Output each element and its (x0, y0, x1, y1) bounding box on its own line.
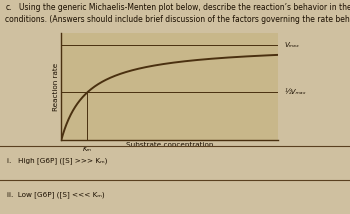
Text: c.: c. (5, 3, 12, 12)
X-axis label: Substrate concentration: Substrate concentration (126, 142, 214, 148)
Text: Kₘ: Kₘ (83, 146, 92, 152)
Text: conditions. (Answers should include brief discussion of the factors governing th: conditions. (Answers should include brie… (5, 15, 350, 24)
Text: i.   High [G6P] ([S] >>> Kₘ): i. High [G6P] ([S] >>> Kₘ) (7, 157, 107, 164)
Y-axis label: Reaction rate: Reaction rate (53, 62, 59, 111)
Text: Vₘₐₓ: Vₘₐₓ (285, 42, 300, 48)
Text: ½Vₘₐₓ: ½Vₘₐₓ (285, 89, 307, 95)
Text: Using the generic Michaelis-Menten plot below, describe the reaction’s behavior : Using the generic Michaelis-Menten plot … (19, 3, 350, 12)
Text: ii.  Low [G6P] ([S] <<< Kₘ): ii. Low [G6P] ([S] <<< Kₘ) (7, 191, 105, 198)
